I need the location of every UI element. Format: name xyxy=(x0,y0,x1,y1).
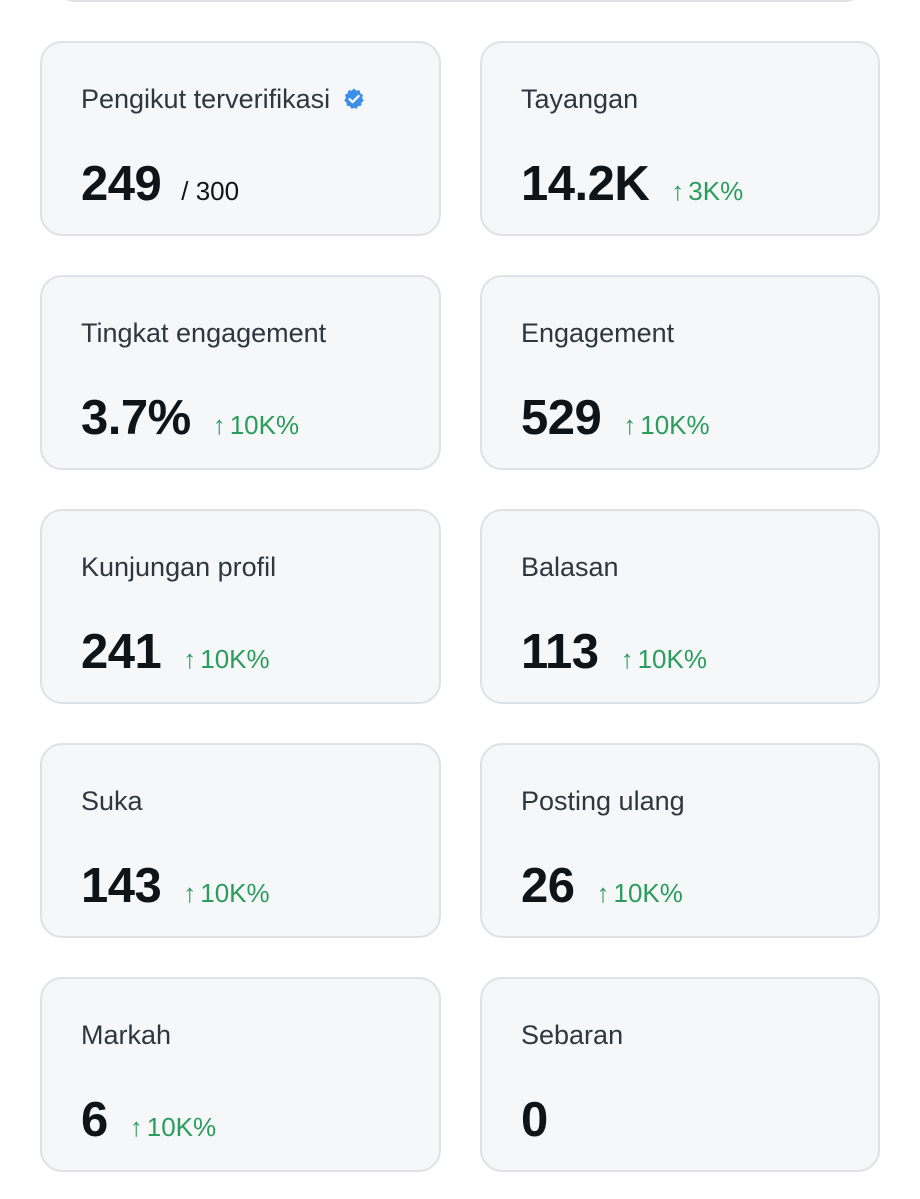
metric-label: Posting ulang xyxy=(521,786,685,816)
metric-change: ↑ 10K% xyxy=(183,878,269,909)
metric-card-impressions[interactable]: Tayangan 14.2K ↑ 3K% xyxy=(480,41,880,236)
metric-change: ↑ 10K% xyxy=(130,1112,216,1143)
metric-label: Pengikut terverifikasi xyxy=(81,84,331,114)
metric-value: 3.7% xyxy=(81,391,191,445)
metric-value: 26 xyxy=(521,859,575,913)
metric-label: Sebaran xyxy=(521,1020,624,1050)
metric-change: ↑ 10K% xyxy=(213,410,299,441)
metric-change: ↑ 10K% xyxy=(623,410,709,441)
arrow-up-icon: ↑ xyxy=(596,878,610,908)
metric-card-likes[interactable]: Suka 143 ↑ 10K% xyxy=(40,743,441,938)
metric-card-engagement-rate[interactable]: Tingkat engagement 3.7% ↑ 10K% xyxy=(40,275,441,470)
metric-value: 241 xyxy=(81,625,162,679)
metric-change-value: 10K% xyxy=(200,878,270,908)
metric-card-verified-followers[interactable]: Pengikut terverifikasi 249 / 300 xyxy=(40,41,441,236)
metric-card-shares[interactable]: Sebaran 0 xyxy=(480,977,880,1172)
arrow-up-icon: ↑ xyxy=(620,644,634,674)
metric-label: Balasan xyxy=(521,552,619,582)
metric-card-engagements[interactable]: Engagement 529 ↑ 10K% xyxy=(480,275,880,470)
metric-value: 6 xyxy=(81,1093,108,1147)
verified-badge-icon xyxy=(344,88,364,109)
metric-change: ↑ 10K% xyxy=(621,644,707,675)
arrow-up-icon: ↑ xyxy=(129,1112,143,1142)
metric-label: Engagement xyxy=(521,318,675,348)
arrow-up-icon: ↑ xyxy=(671,176,685,206)
metric-label: Markah xyxy=(81,1020,172,1050)
metric-label: Kunjungan profil xyxy=(81,552,277,582)
metric-label: Suka xyxy=(81,786,143,816)
metric-card-replies[interactable]: Balasan 113 ↑ 10K% xyxy=(480,509,880,704)
metric-change-value: 10K% xyxy=(146,1112,217,1142)
metric-card-reposts[interactable]: Posting ulang 26 ↑ 10K% xyxy=(480,743,880,938)
metric-value: 249 xyxy=(81,157,162,211)
metric-value: 529 xyxy=(521,391,602,445)
metric-label: Tingkat engagement xyxy=(81,318,327,348)
metric-change-value: 3K% xyxy=(688,176,744,206)
metric-value: 113 xyxy=(521,625,599,679)
metric-value: 143 xyxy=(81,859,162,913)
previous-card-edge xyxy=(48,0,872,2)
metrics-grid: Pengikut terverifikasi 249 / 300 Tayanga… xyxy=(40,41,880,1172)
metric-card-bookmarks[interactable]: Markah 6 ↑ 10K% xyxy=(40,977,441,1172)
metric-change-value: 10K% xyxy=(640,410,710,440)
metric-max: / 300 xyxy=(181,176,240,206)
metric-change-value: 10K% xyxy=(637,644,707,674)
metric-change-value: 10K% xyxy=(200,644,270,674)
arrow-up-icon: ↑ xyxy=(183,878,197,908)
metric-value: 0 xyxy=(521,1093,548,1147)
metric-card-profile-visits[interactable]: Kunjungan profil 241 ↑ 10K% xyxy=(40,509,441,704)
metric-change: ↑ 10K% xyxy=(183,644,269,675)
metric-label: Tayangan xyxy=(521,84,639,114)
metric-change: ↑ 3K% xyxy=(671,176,743,207)
metric-value: 14.2K xyxy=(521,157,650,211)
metric-change: ↑ 10K% xyxy=(597,878,683,909)
arrow-up-icon: ↑ xyxy=(623,410,637,440)
metric-change-value: 10K% xyxy=(613,878,683,908)
arrow-up-icon: ↑ xyxy=(212,410,226,440)
metric-change-value: 10K% xyxy=(229,410,300,440)
arrow-up-icon: ↑ xyxy=(183,644,197,674)
